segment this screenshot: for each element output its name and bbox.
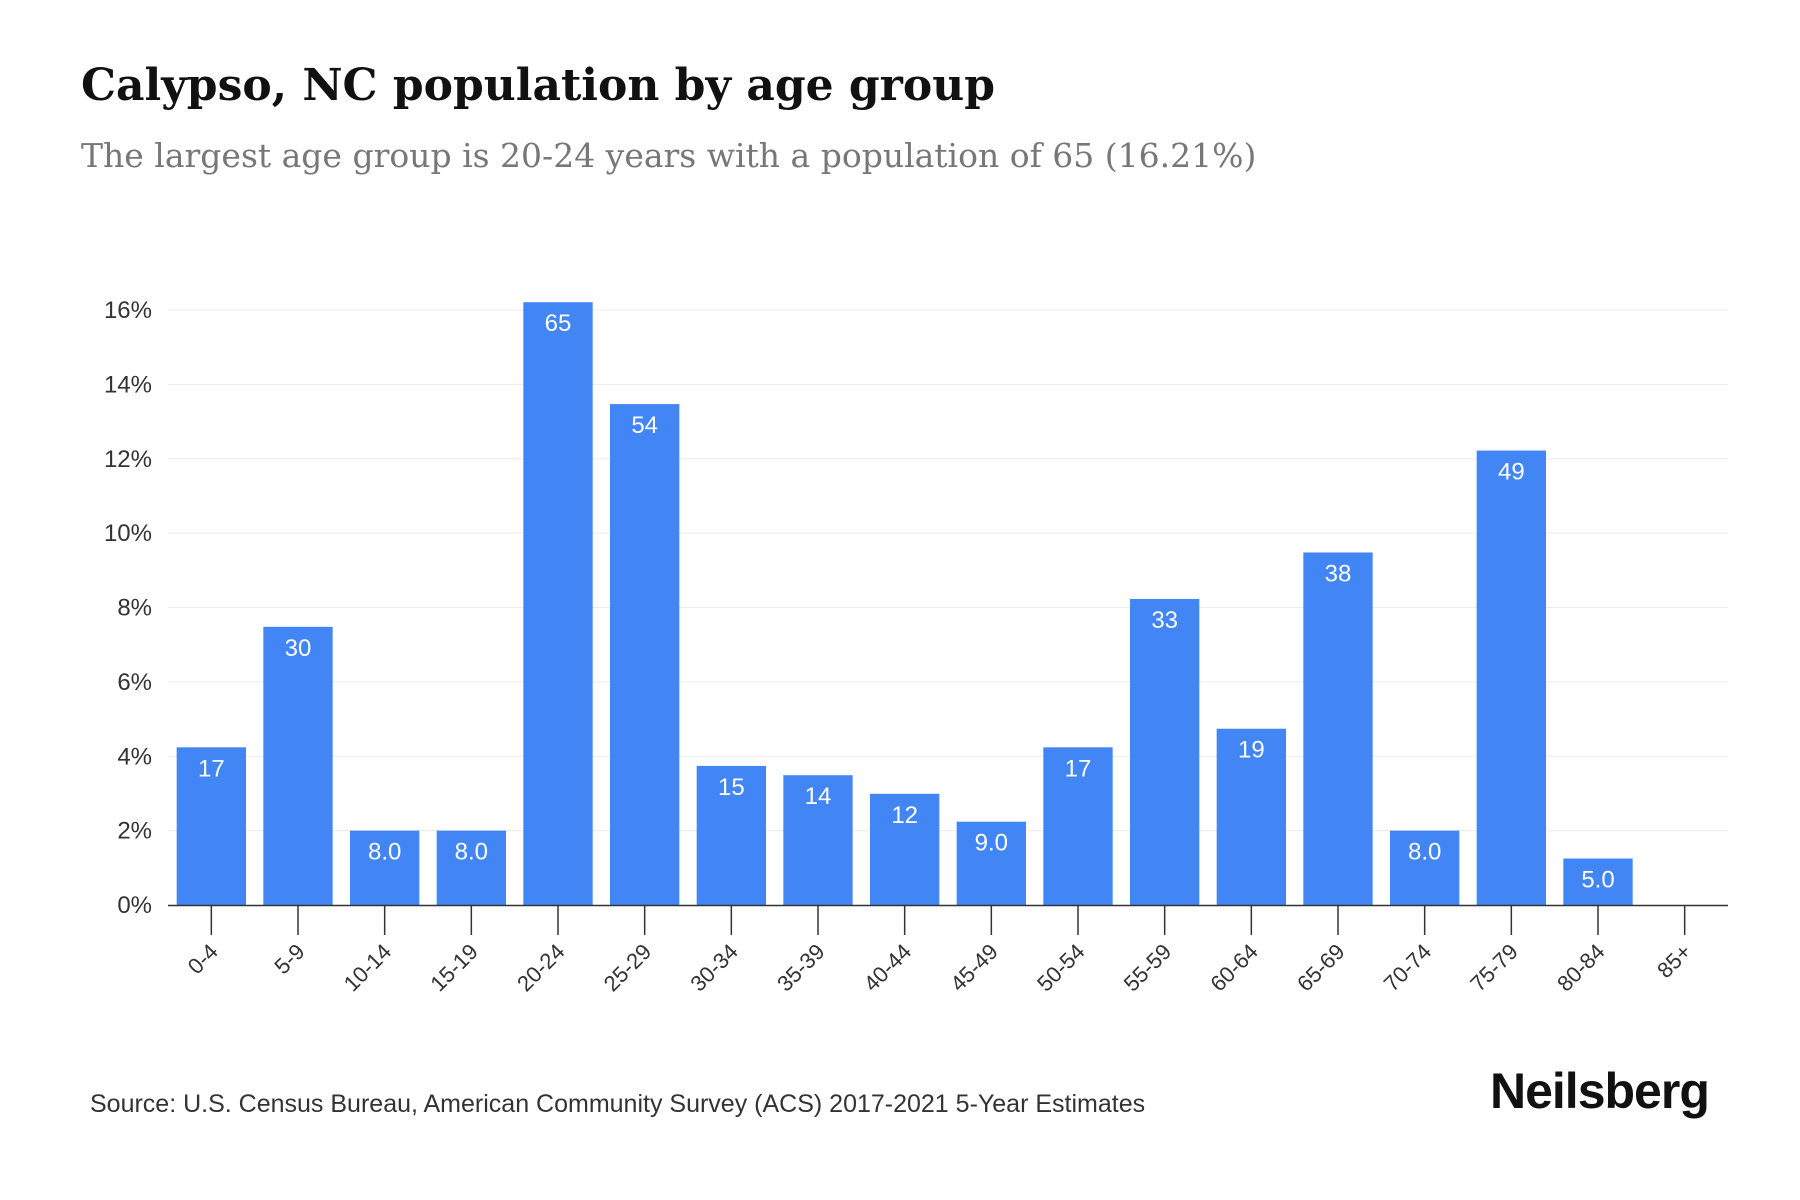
- x-category-label: 50-54: [1032, 939, 1089, 996]
- chart-subtitle: The largest age group is 20-24 years wit…: [81, 136, 1257, 175]
- bar: [1216, 728, 1286, 905]
- x-category-label: 75-79: [1465, 939, 1522, 996]
- bar: [870, 793, 940, 905]
- bar-value-label: 9.0: [975, 830, 1008, 857]
- bar-value-label: 30: [285, 635, 312, 662]
- bar-value-label: 19: [1238, 737, 1265, 764]
- y-tick-label: 16%: [104, 297, 152, 324]
- bar: [1390, 830, 1460, 905]
- bar: [176, 747, 246, 905]
- x-category-label: 10-14: [339, 939, 396, 996]
- bar-value-label: 33: [1151, 607, 1178, 634]
- bar-value-label: 14: [805, 783, 832, 810]
- x-category-label: 20-24: [512, 939, 569, 996]
- bar-value-label: 8.0: [455, 839, 488, 866]
- x-category-label: 30-34: [685, 939, 742, 996]
- bar: [436, 830, 506, 905]
- y-tick-label: 12%: [104, 446, 152, 473]
- bar: [1130, 598, 1200, 905]
- x-category-label: 40-44: [859, 939, 916, 996]
- bar: [783, 775, 853, 905]
- bar-value-label: 8.0: [1408, 839, 1441, 866]
- y-tick-label: 14%: [104, 371, 152, 398]
- y-tick-label: 10%: [104, 520, 152, 547]
- bar-value-label: 54: [631, 412, 658, 439]
- bar-value-label: 65: [545, 310, 572, 337]
- x-category-label: 15-19: [425, 939, 482, 996]
- source-note: Source: U.S. Census Bureau, American Com…: [90, 1090, 1146, 1118]
- bar: [610, 404, 680, 905]
- x-category-label: 45-49: [945, 939, 1002, 996]
- bar-value-label: 8.0: [368, 839, 401, 866]
- bar: [1303, 552, 1373, 905]
- bar-value-label: 5.0: [1581, 867, 1614, 894]
- x-category-label: 70-74: [1379, 939, 1436, 996]
- x-category-label: 80-84: [1552, 939, 1609, 996]
- bar: [523, 302, 593, 905]
- y-tick-label: 4%: [117, 743, 152, 770]
- bar: [350, 830, 420, 905]
- bar: [263, 626, 333, 905]
- bar: [696, 765, 766, 905]
- x-category-label: 5-9: [269, 939, 309, 979]
- chart-title: Calypso, NC population by age group: [81, 60, 995, 111]
- x-category-label: 35-39: [772, 939, 829, 996]
- bar-value-label: 49: [1498, 459, 1525, 486]
- y-tick-label: 6%: [117, 669, 152, 696]
- y-tick-label: 0%: [117, 892, 152, 919]
- bar: [1476, 450, 1546, 905]
- neilsberg-logo: Neilsberg: [1490, 1063, 1710, 1119]
- x-category-label: 0-4: [183, 939, 223, 979]
- bar-value-label: 15: [718, 774, 745, 801]
- x-category-label: 65-69: [1292, 939, 1349, 996]
- bar: [1043, 747, 1113, 905]
- x-category-label: 85+: [1652, 939, 1696, 983]
- bar: [956, 821, 1026, 905]
- bar-value-label: 38: [1325, 560, 1352, 587]
- bar: [1563, 858, 1633, 905]
- y-tick-label: 2%: [117, 818, 152, 845]
- y-tick-label: 8%: [117, 595, 152, 622]
- x-category-label: 60-64: [1205, 939, 1262, 996]
- bar-value-label: 12: [891, 802, 918, 829]
- bar-value-label: 17: [1065, 755, 1092, 782]
- x-category-label: 55-59: [1119, 939, 1176, 996]
- bar-value-label: 17: [198, 755, 225, 782]
- bar-chart: 0% 2% 4% 6% 8% 10% 12% 14% 16% 17 30 8.0 8.0 65 54 15 14…: [104, 297, 1728, 996]
- x-category-label: 25-29: [599, 939, 656, 996]
